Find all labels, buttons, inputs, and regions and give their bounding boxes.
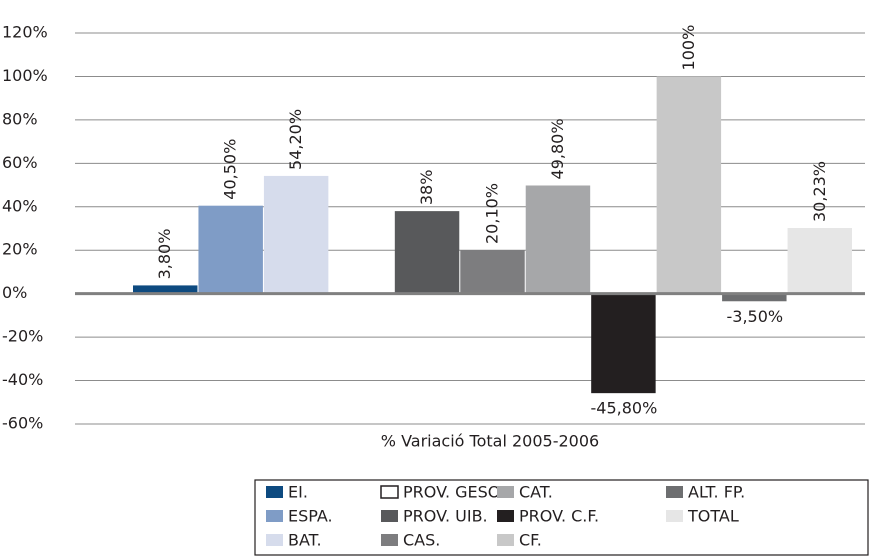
legend-label: PROV. GESO. xyxy=(403,483,505,502)
legend-label: BAT. xyxy=(288,531,322,550)
value-label: 30,23% xyxy=(810,161,829,222)
legend-swatch xyxy=(497,510,514,522)
value-label: 20,10% xyxy=(483,183,502,244)
legend-label: TOTAL xyxy=(687,507,739,526)
bar xyxy=(722,293,787,302)
y-tick-label: 120% xyxy=(2,23,48,42)
value-label: 100% xyxy=(679,25,698,71)
y-tick-label: -40% xyxy=(2,370,43,389)
legend-label: PROV. UIB. xyxy=(403,507,488,526)
value-label: 38% xyxy=(417,170,436,206)
bar xyxy=(460,250,525,294)
legend-swatch xyxy=(266,486,283,498)
legend-label: ALT. FP. xyxy=(688,483,745,502)
y-tick-label: -20% xyxy=(2,327,43,346)
x-axis-label: % Variació Total 2005-2006 xyxy=(381,432,599,451)
value-label: 54,20% xyxy=(286,109,305,170)
bar xyxy=(656,76,722,294)
bar xyxy=(525,185,591,294)
bar xyxy=(263,175,329,294)
legend-swatch xyxy=(666,510,683,522)
y-tick-label: 60% xyxy=(2,153,38,172)
bar xyxy=(591,293,656,394)
legend-swatch xyxy=(380,485,399,499)
y-tick-label: 40% xyxy=(2,196,38,215)
legend-label: CF. xyxy=(519,531,542,550)
bar xyxy=(394,211,460,294)
value-label: 49,80% xyxy=(548,118,567,179)
legend-swatch xyxy=(497,534,514,546)
legend-label: CAT. xyxy=(519,483,553,502)
value-label: -45,80% xyxy=(591,399,658,418)
bar xyxy=(787,228,852,294)
legend-swatch xyxy=(497,486,514,498)
y-tick-label: 100% xyxy=(2,66,48,85)
value-label: -3,50% xyxy=(727,307,784,326)
legend-swatch xyxy=(266,534,283,546)
value-label: 40,50% xyxy=(221,139,240,200)
legend-label: EI. xyxy=(288,483,308,502)
bar xyxy=(133,285,198,294)
y-tick-label: -60% xyxy=(2,414,43,433)
legend-box xyxy=(254,479,869,556)
legend-swatch xyxy=(666,486,683,498)
legend-label: CAS. xyxy=(403,531,440,550)
legend-swatch xyxy=(266,510,283,522)
legend-label: ESPA. xyxy=(288,507,333,526)
bar xyxy=(198,205,263,294)
y-tick-label: 0% xyxy=(2,283,27,302)
legend-label: PROV. C.F. xyxy=(519,507,599,526)
legend-swatch xyxy=(381,534,398,546)
legend-swatch xyxy=(381,510,398,522)
y-tick-label: 20% xyxy=(2,240,38,259)
value-label: 3,80% xyxy=(155,229,174,280)
y-tick-label: 80% xyxy=(2,109,38,128)
